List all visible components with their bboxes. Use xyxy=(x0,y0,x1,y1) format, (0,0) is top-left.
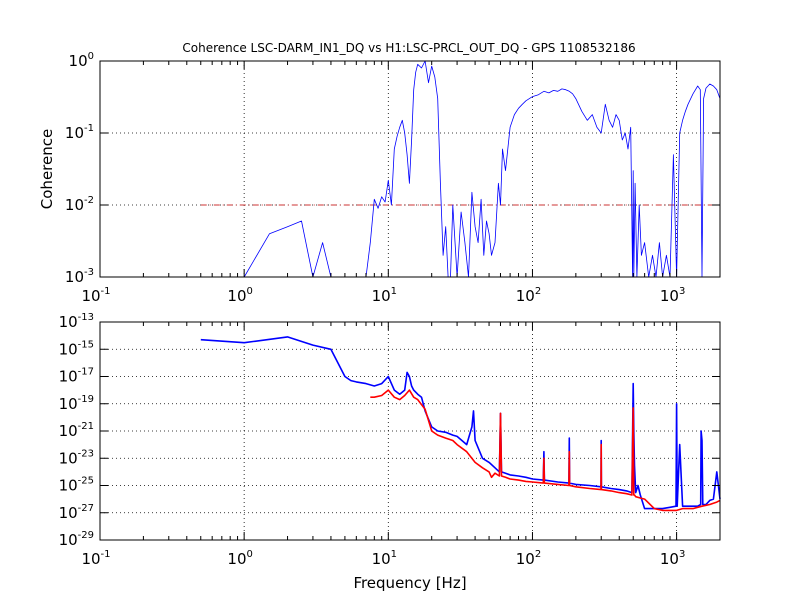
spectra-y-tick-exponent: -23 xyxy=(78,448,94,459)
coherence-y-tick-exponent: 0 xyxy=(88,51,94,62)
coherence-y-axis-label: Coherence xyxy=(38,129,56,209)
coherence-x-tick-base: 10 xyxy=(372,287,391,305)
coherence-x-tick-exponent: 0 xyxy=(247,286,253,297)
spectra-y-tick-exponent: -19 xyxy=(78,394,94,405)
coherence-y-tick-exponent: -3 xyxy=(84,267,94,278)
coherence-x-tick-base: 10 xyxy=(516,287,535,305)
spectra-x-tick-label: 102 xyxy=(516,549,541,568)
coherence-y-tick-label: 10-3 xyxy=(65,267,94,286)
coherence-x-tick-exponent: -1 xyxy=(101,286,111,297)
coherence-x-tick-exponent: 3 xyxy=(679,286,685,297)
coherence-y-tick-base: 10 xyxy=(65,268,84,286)
spectra-x-tick-exponent: 0 xyxy=(247,549,253,560)
spectra-y-tick-label: 10-21 xyxy=(59,421,94,440)
spectra-panel: 10-1 100 101 102 10310-2910-2710-2510-2310-2… xyxy=(59,312,721,592)
spectra-ticks xyxy=(99,321,721,541)
spectra-x-tick-label: 100 xyxy=(227,549,252,568)
spectra-x-axis-label: Frequency [Hz] xyxy=(353,574,466,592)
spectra-y-tick-exponent: -29 xyxy=(78,530,94,541)
coherence-x-tick-label: 103 xyxy=(660,286,685,305)
spectra-y-tick-base: 10 xyxy=(59,504,78,522)
coherence-x-tick-exponent: 1 xyxy=(391,286,397,297)
coherence-x-tick-label: 10-1 xyxy=(81,286,110,305)
spectra-y-tick-label: 10-17 xyxy=(59,367,94,386)
spectra-y-tick-label: 10-19 xyxy=(59,394,94,413)
coherence-x-tick-base: 10 xyxy=(227,287,246,305)
coherence-y-tick-label: 100 xyxy=(69,51,94,70)
coherence-frame xyxy=(99,60,721,278)
spectra-y-tick-label: 10-15 xyxy=(59,339,94,358)
spectra-y-tick-exponent: -15 xyxy=(78,339,94,350)
spectra-y-tick-label: 10-29 xyxy=(59,530,94,549)
spectra-x-tick-base: 10 xyxy=(660,550,679,568)
spectra-x-tick-base: 10 xyxy=(372,550,391,568)
spectra-x-tick-exponent: 2 xyxy=(535,549,541,560)
spectra-series-1-line xyxy=(370,389,721,512)
spectra-y-tick-base: 10 xyxy=(59,395,78,413)
coherence-y-tick-base: 10 xyxy=(69,52,88,70)
spectra-tick-labels: 10-1 100 101 102 10310-2910-2710-2510-2310-2… xyxy=(59,312,686,568)
coherence-x-tick-label: 102 xyxy=(516,286,541,305)
spectra-series-layer xyxy=(200,336,721,512)
coherence-x-tick-label: 101 xyxy=(372,286,397,305)
coherence-x-tick-exponent: 2 xyxy=(535,286,541,297)
spectra-x-tick-label: 101 xyxy=(372,549,397,568)
spectra-y-tick-exponent: -27 xyxy=(78,503,94,514)
coherence-y-tick-exponent: -2 xyxy=(84,195,94,206)
spectra-y-tick-base: 10 xyxy=(59,449,78,467)
spectra-y-tick-base: 10 xyxy=(59,340,78,358)
spectra-x-tick-base: 10 xyxy=(227,550,246,568)
spectra-x-tick-exponent: 3 xyxy=(679,549,685,560)
spectra-y-tick-label: 10-27 xyxy=(59,503,94,522)
coherence-y-tick-base: 10 xyxy=(65,124,84,142)
spectra-y-tick-label: 10-13 xyxy=(59,312,94,331)
coherence-x-tick-base: 10 xyxy=(81,287,100,305)
spectra-y-tick-base: 10 xyxy=(59,313,78,331)
coherence-y-tick-exponent: -1 xyxy=(84,123,94,134)
spectra-y-tick-label: 10-23 xyxy=(59,448,94,467)
coherence-series-0-line xyxy=(243,60,721,278)
spectra-x-tick-label: 103 xyxy=(660,549,685,568)
spectra-y-tick-exponent: -25 xyxy=(78,476,94,487)
spectra-y-tick-base: 10 xyxy=(59,422,78,440)
spectra-x-tick-base: 10 xyxy=(81,550,100,568)
spectra-y-tick-exponent: -17 xyxy=(78,367,94,378)
coherence-y-tick-label: 10-2 xyxy=(65,195,94,214)
coherence-y-tick-base: 10 xyxy=(65,196,84,214)
spectra-x-tick-exponent: 1 xyxy=(391,549,397,560)
spectra-x-tick-label: 10-1 xyxy=(81,549,110,568)
spectra-y-tick-exponent: -13 xyxy=(78,312,94,323)
spectra-x-tick-exponent: -1 xyxy=(101,549,111,560)
chart-title: Coherence LSC-DARM_IN1_DQ vs H1:LSC-PRCL… xyxy=(182,41,635,55)
spectra-y-tick-exponent: -21 xyxy=(78,421,94,432)
spectra-y-tick-base: 10 xyxy=(59,368,78,386)
coherence-x-tick-base: 10 xyxy=(660,287,679,305)
spectra-y-tick-base: 10 xyxy=(59,531,78,549)
spectra-y-tick-label: 10-25 xyxy=(59,476,94,495)
coherence-y-tick-label: 10-1 xyxy=(65,123,94,142)
coherence-x-tick-label: 100 xyxy=(227,286,252,305)
coherence-ticks xyxy=(99,60,721,278)
coherence-series-layer xyxy=(243,60,721,278)
spectra-x-tick-base: 10 xyxy=(516,550,535,568)
spectra-y-tick-base: 10 xyxy=(59,477,78,495)
